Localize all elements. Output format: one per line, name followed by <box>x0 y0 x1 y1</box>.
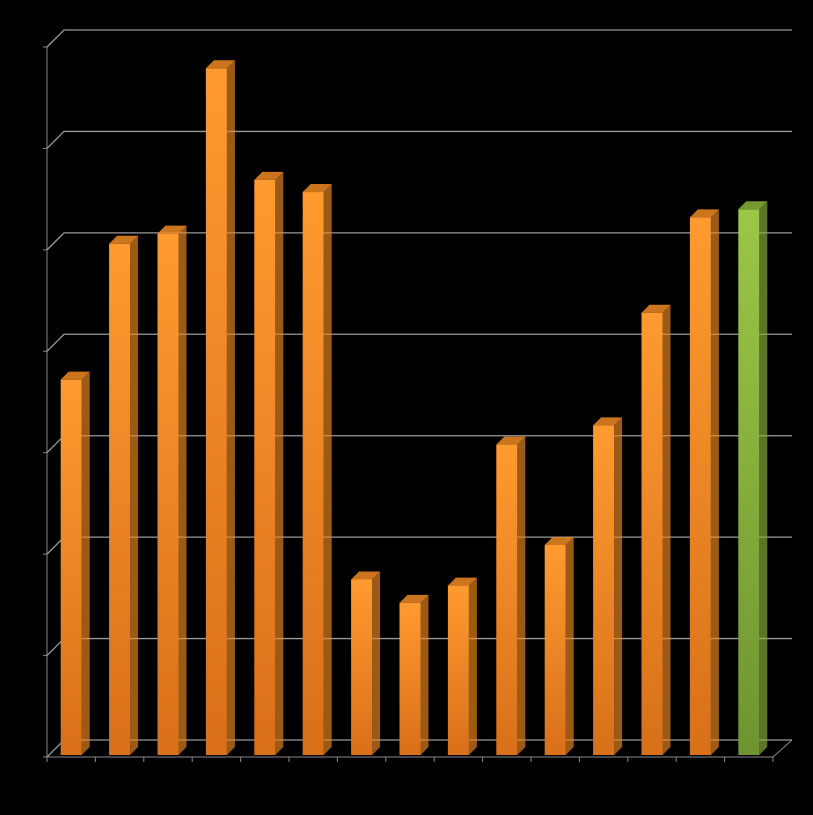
bar-face <box>641 312 663 755</box>
bar-face <box>109 243 131 755</box>
bar-face <box>447 585 469 755</box>
bar <box>109 235 139 755</box>
bar-face <box>226 60 235 756</box>
bar <box>593 417 623 755</box>
bar-face <box>205 60 235 69</box>
bar <box>399 594 429 755</box>
bar <box>641 304 671 755</box>
bar-face <box>109 235 139 244</box>
bar-face <box>81 371 90 755</box>
bar <box>738 201 768 756</box>
grid-line <box>46 29 792 48</box>
bar <box>447 577 477 755</box>
bar-face <box>517 436 526 755</box>
bar-face <box>178 225 187 756</box>
bar <box>689 209 719 755</box>
bar-face <box>544 545 566 755</box>
bar-face <box>641 304 671 313</box>
bar-face <box>710 209 719 755</box>
bar-face <box>302 184 332 193</box>
bar-face <box>399 602 421 755</box>
bar <box>302 184 332 756</box>
bar <box>254 171 284 755</box>
bar-face <box>496 436 526 445</box>
grid-line <box>46 333 792 352</box>
bar <box>60 371 90 755</box>
bar-face <box>496 444 518 755</box>
bar-face <box>544 537 574 546</box>
bar-face <box>759 201 768 756</box>
bar-face <box>689 209 719 218</box>
bar-face <box>254 179 276 755</box>
bar-face <box>565 537 574 755</box>
bar <box>496 436 526 755</box>
grid-line <box>46 232 792 251</box>
bar-face <box>302 192 324 756</box>
bar-face <box>662 304 671 755</box>
bar-face <box>447 577 477 586</box>
bar-face <box>254 171 284 180</box>
floor-right <box>772 739 793 758</box>
bar-face <box>614 417 623 755</box>
bar-face <box>372 571 381 755</box>
bar-face <box>323 184 332 756</box>
bar-face <box>593 417 623 426</box>
bar-face <box>275 171 284 755</box>
bar <box>351 571 381 755</box>
bar-face <box>351 571 381 580</box>
bar-face <box>205 68 227 756</box>
bar-face <box>738 209 760 756</box>
bar-face <box>60 371 90 380</box>
bar-face <box>738 201 768 210</box>
grid-line <box>46 130 792 149</box>
bar-face <box>351 579 373 755</box>
bar-face <box>157 225 187 234</box>
bar-face <box>60 379 82 755</box>
bar-face <box>689 217 711 755</box>
bar-face <box>157 233 179 756</box>
bar <box>157 225 187 756</box>
bar-face <box>593 425 615 755</box>
bar <box>544 537 574 755</box>
bar-face <box>468 577 477 755</box>
bar-face <box>420 594 429 755</box>
bar <box>205 60 235 756</box>
bar-face <box>399 594 429 603</box>
bar-face <box>130 235 139 755</box>
